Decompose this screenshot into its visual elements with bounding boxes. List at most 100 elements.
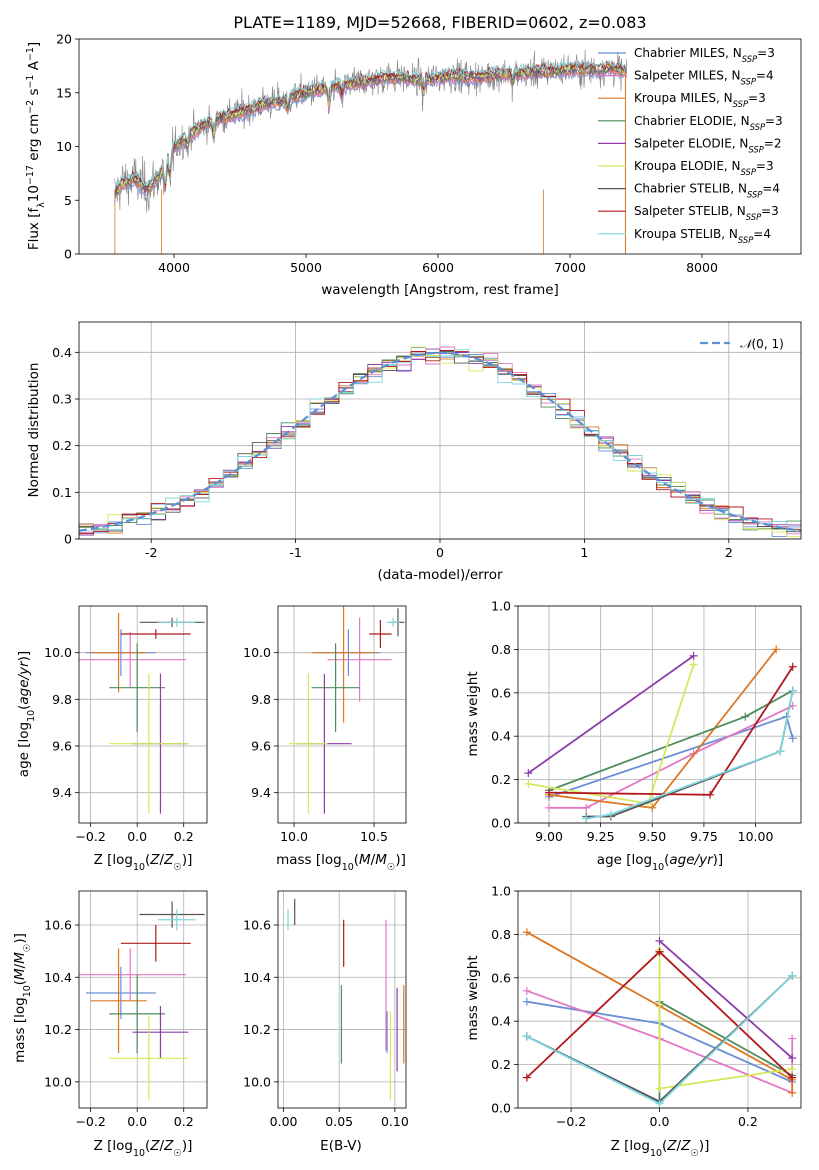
text-part: / <box>371 852 376 868</box>
x-tick-label: −0.2 <box>75 829 105 844</box>
text-part: 10 <box>650 1148 662 1159</box>
text-part: λ <box>36 202 47 208</box>
text-part: =3 <box>756 159 774 173</box>
x-tick-label: 7000 <box>554 260 586 275</box>
weight-line <box>526 931 794 1093</box>
y-tick-label: 0.0 <box>491 816 511 831</box>
y-tick-label: 0.0 <box>491 1101 511 1116</box>
text-part: Z <box>163 1138 174 1154</box>
x-tick-label: 2 <box>725 545 733 560</box>
y-tick-label: 0.8 <box>491 642 511 657</box>
plus-marker <box>788 1073 797 1082</box>
x-axis-label: E(B-V) <box>320 1138 362 1154</box>
x-tick-label: -2 <box>145 545 157 560</box>
text-part: Z <box>163 852 174 868</box>
legend-label: Kroupa STELIB, NSSP=4 <box>634 227 771 245</box>
axes-frame <box>78 605 208 824</box>
y-tick-label: 10 <box>56 139 72 154</box>
x-axis-label: wavelength [Angstrom, rest frame] <box>321 282 559 298</box>
legend-label: Salpeter STELIB, NSSP=3 <box>634 204 779 222</box>
y-tick-label: 5 <box>64 193 72 208</box>
plus-marker <box>655 936 664 945</box>
y-tick-label: 0.1 <box>52 485 72 500</box>
y-axis-label: mass [log10(M/M☉)] <box>12 933 33 1063</box>
text-part: M <box>359 852 371 868</box>
plus-marker <box>706 790 715 799</box>
plus-marker <box>655 947 664 956</box>
plus-marker <box>524 769 533 778</box>
plus-marker <box>788 734 797 743</box>
y-axis-label: mass weight <box>465 671 481 756</box>
plot-area <box>289 606 405 814</box>
legend-label: Salpeter MILES, NSSP=4 <box>634 69 774 87</box>
y-tick-label: 9.6 <box>251 739 271 754</box>
text-part: =4 <box>753 227 771 241</box>
chart-title: PLATE=1189, MJD=52668, FIBERID=0602, z=0… <box>233 13 646 32</box>
text-part: Chabrier MILES, N <box>634 46 742 60</box>
plus-marker <box>544 803 553 812</box>
text-part: SSP <box>748 144 764 154</box>
errorbar-point <box>132 1006 189 1059</box>
text-part: =3 <box>748 91 766 105</box>
x-tick-label: −0.2 <box>75 1114 105 1129</box>
x-tick-label: 0.0 <box>650 1114 670 1129</box>
plus-marker <box>582 814 591 823</box>
y-tick-label: 10.4 <box>243 970 271 985</box>
text-part: ☉ <box>22 944 33 952</box>
text-part: ( <box>354 852 359 868</box>
text-part: Z <box>149 1138 160 1154</box>
legend-label: Kroupa ELODIE, NSSP=3 <box>634 159 774 177</box>
x-tick-label: 0 <box>436 545 444 560</box>
errorbar-point <box>158 909 196 931</box>
text-part: 10 <box>133 1148 145 1159</box>
y-tick-label: 0.4 <box>52 345 72 360</box>
axes-age-vs-mass: 10.0 10.5 9.4 9.6 9.8 10.0 <box>243 605 407 844</box>
text-part: M <box>375 852 387 868</box>
plus-marker <box>788 686 797 695</box>
text-part: mass [log <box>276 852 342 868</box>
text-part: ( <box>145 852 150 868</box>
text-part: age [log <box>597 852 652 868</box>
text-part: −17 <box>25 165 36 185</box>
x-tick-label: -1 <box>289 545 301 560</box>
text-part: )] <box>182 1138 193 1154</box>
y-axis-label: Flux [fλ10−17 erg cm−2 s−1 A−1] <box>25 42 47 250</box>
x-axis-label: Z [log10(Z/Z☉)] <box>94 1138 193 1159</box>
weight-line <box>549 704 794 809</box>
text-part: SSP <box>747 190 763 200</box>
x-tick-label: −0.2 <box>556 1114 586 1129</box>
text-part: Chabrier STELIB, N <box>634 182 747 196</box>
y-tick-label: 0.4 <box>491 1014 511 1029</box>
errorbar-point <box>109 974 166 1054</box>
text-part: M <box>12 952 28 964</box>
x-tick-label: 5000 <box>290 260 322 275</box>
weight-line <box>548 689 794 792</box>
text-part: Kroupa ELODIE, N <box>634 159 741 173</box>
x-axis-label: age [log10(age/yr)] <box>597 852 723 873</box>
errorbar-point <box>79 948 187 1001</box>
weight-line <box>527 655 695 774</box>
text-part: / <box>160 1138 165 1154</box>
plus-marker <box>788 662 797 671</box>
text-part: SSP <box>742 54 758 64</box>
errorbar-point <box>120 924 191 962</box>
plus-marker <box>655 1084 664 1093</box>
text-part: −1 <box>25 47 36 61</box>
text-part: )] <box>12 933 28 944</box>
x-tick-label: 8000 <box>686 260 718 275</box>
legend-label: 𝒩(0, 1) <box>740 337 784 351</box>
plus-marker <box>606 810 615 819</box>
axes-mass-vs-Z: −0.2 0.0 0.2 10.0 10.2 10.4 10.6 <box>44 890 208 1129</box>
errorbar-point <box>79 631 187 688</box>
plus-marker <box>544 788 553 797</box>
text-part: s <box>26 88 42 99</box>
x-tick-label: 1 <box>580 545 588 560</box>
plus-marker <box>582 803 591 812</box>
text-part: ( <box>145 1138 150 1154</box>
y-tick-label: 10.2 <box>243 1022 271 1037</box>
plus-marker <box>522 1032 531 1041</box>
text-part: SSP <box>733 99 749 109</box>
errorbar-point <box>289 673 328 814</box>
errorbar-point <box>386 617 400 627</box>
weight-line <box>528 664 695 805</box>
